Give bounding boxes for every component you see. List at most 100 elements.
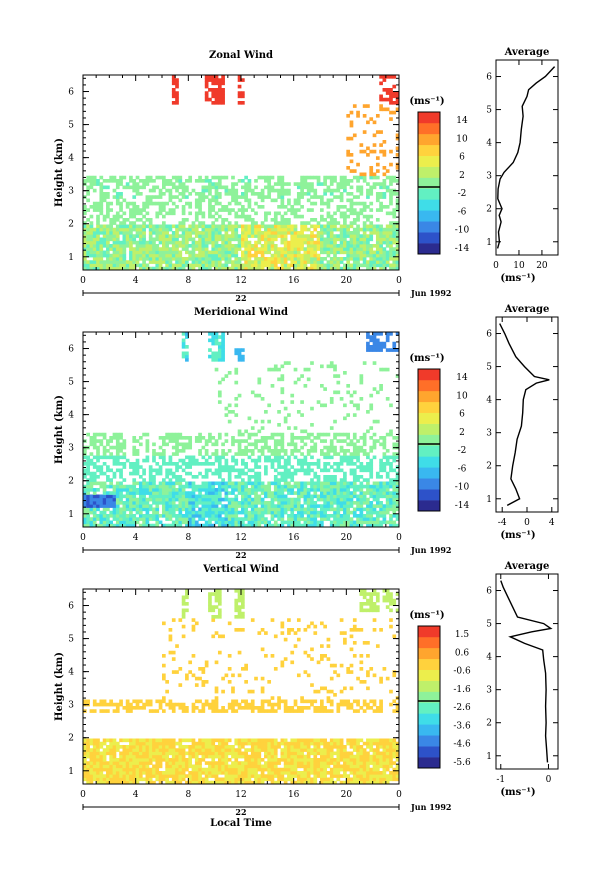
heatmap-cell [296, 481, 301, 486]
heatmap-cell [89, 179, 94, 183]
heatmap-cell [277, 491, 281, 495]
heatmap-cell [171, 211, 176, 216]
heatmap-cell [326, 478, 331, 482]
heatmap-cell [254, 224, 258, 229]
heatmap-cell [283, 192, 288, 196]
heatmap-cell [86, 175, 90, 180]
heatmap-cell [99, 185, 104, 190]
heatmap-cell [125, 751, 130, 756]
average-y-tick-label: 3 [486, 429, 492, 439]
heatmap-cell [237, 244, 242, 248]
heatmap-cell [264, 195, 268, 199]
heatmap-cell [366, 332, 370, 336]
heatmap-cell [306, 432, 311, 437]
heatmap-cell [277, 465, 281, 469]
heatmap-cell [264, 504, 268, 508]
heatmap-cell [83, 738, 87, 743]
heatmap-cell [138, 767, 143, 772]
heatmap-cell [287, 471, 291, 476]
heatmap-cell [181, 208, 186, 212]
colorbar-swatch [418, 478, 440, 490]
heatmap-cell [293, 211, 298, 216]
heatmap-cell [241, 510, 245, 515]
heatmap-cell [264, 442, 268, 447]
heatmap-cell [86, 699, 90, 704]
heatmap-cell [244, 501, 248, 505]
heatmap-cell [175, 481, 179, 486]
heatmap-cell [385, 244, 390, 248]
heatmap-cell [135, 175, 140, 180]
heatmap-cell [241, 208, 245, 212]
heatmap-cell [356, 263, 360, 268]
heatmap-cell [221, 218, 225, 222]
heatmap-cell [158, 188, 163, 193]
heatmap-cell [382, 507, 387, 512]
heatmap-cell [208, 462, 212, 466]
average-y-tick-label: 1 [486, 238, 492, 248]
heatmap-cell [254, 260, 258, 264]
heatmap-cell [395, 101, 399, 105]
heatmap-cell [375, 231, 380, 235]
heatmap-cell [171, 491, 176, 495]
heatmap-cell [158, 452, 163, 456]
heatmap-cell [234, 380, 239, 385]
heatmap-cell [86, 185, 90, 190]
heatmap-cell [247, 227, 252, 232]
heatmap-cell [171, 81, 176, 86]
heatmap-cell [132, 514, 137, 518]
heatmap-cell [217, 263, 222, 268]
heatmap-cell [214, 358, 219, 362]
heatmap-cell [336, 205, 341, 209]
heatmap-cell [188, 462, 193, 466]
heatmap-cell [277, 234, 281, 238]
heatmap-cell [106, 780, 110, 784]
heatmap-cell [241, 263, 245, 268]
heatmap-cell [375, 504, 380, 508]
heatmap-cell [280, 175, 285, 180]
heatmap-cell [142, 771, 146, 775]
heatmap-cell [375, 263, 380, 268]
heatmap-cell [224, 520, 229, 525]
heatmap-cell [333, 445, 337, 450]
heatmap-cell [132, 497, 137, 502]
heatmap-cell [138, 192, 143, 196]
heatmap-cell [333, 240, 337, 245]
heatmap-cell [349, 520, 354, 525]
heatmap-cell [83, 507, 87, 512]
heatmap-cell [237, 75, 242, 79]
heatmap-cell [379, 97, 383, 102]
heatmap-cell [83, 455, 87, 460]
heatmap-cell [178, 514, 183, 518]
heatmap-cell [375, 390, 380, 395]
heatmap-cell [152, 491, 156, 495]
heatmap-cell [221, 478, 225, 482]
heatmap-cell [89, 260, 94, 264]
heatmap-cell [369, 514, 374, 518]
heatmap-cell [303, 507, 308, 512]
heatmap-cell [293, 253, 298, 258]
heatmap-cell [349, 123, 354, 128]
heatmap-cell [214, 247, 219, 251]
heatmap-cell [303, 491, 308, 495]
heatmap-cell [86, 247, 90, 251]
heatmap-cell [102, 218, 107, 222]
heatmap-cell [102, 198, 107, 203]
heatmap-cell [208, 231, 212, 235]
heatmap-cell [244, 182, 248, 186]
heatmap-cell [204, 97, 209, 102]
heatmap-cell [280, 449, 285, 453]
heatmap-cell [152, 231, 156, 235]
heatmap-cell [316, 400, 321, 404]
heatmap-cell [280, 214, 285, 219]
heatmap-cell [352, 104, 357, 108]
heatmap-cell [349, 205, 354, 209]
heatmap-cell [227, 481, 232, 486]
heatmap-cell [165, 491, 169, 495]
heatmap-cell [352, 523, 357, 527]
heatmap-cell [155, 253, 160, 258]
heatmap-cell [372, 260, 377, 264]
heatmap-cell [247, 504, 252, 508]
heatmap-cell [264, 410, 268, 414]
heatmap-cell [277, 231, 281, 235]
heatmap-cell [264, 468, 268, 473]
